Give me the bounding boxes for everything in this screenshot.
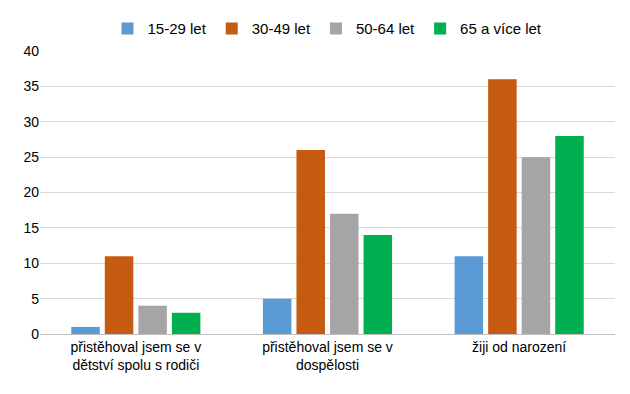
svg-text:50-64 let: 50-64 let bbox=[356, 20, 415, 37]
svg-text:25: 25 bbox=[23, 149, 39, 165]
svg-text:40: 40 bbox=[23, 43, 39, 59]
svg-text:15-29 let: 15-29 let bbox=[148, 20, 207, 37]
svg-text:35: 35 bbox=[23, 78, 39, 94]
svg-text:5: 5 bbox=[31, 291, 39, 307]
svg-text:přistěhoval jsem se vdospělost: přistěhoval jsem se vdospělosti bbox=[262, 339, 393, 373]
svg-text:30-49 let: 30-49 let bbox=[252, 20, 311, 37]
svg-text:65 a více let: 65 a více let bbox=[460, 20, 542, 37]
svg-text:10: 10 bbox=[23, 255, 39, 271]
svg-text:20: 20 bbox=[23, 184, 39, 200]
svg-text:30: 30 bbox=[23, 114, 39, 130]
svg-text:přistěhoval jsem se vdětství s: přistěhoval jsem se vdětství spolu s rod… bbox=[70, 339, 201, 373]
svg-text:15: 15 bbox=[23, 220, 39, 236]
svg-text:0: 0 bbox=[31, 326, 39, 342]
svg-text:žiji od narození: žiji od narození bbox=[472, 339, 566, 355]
